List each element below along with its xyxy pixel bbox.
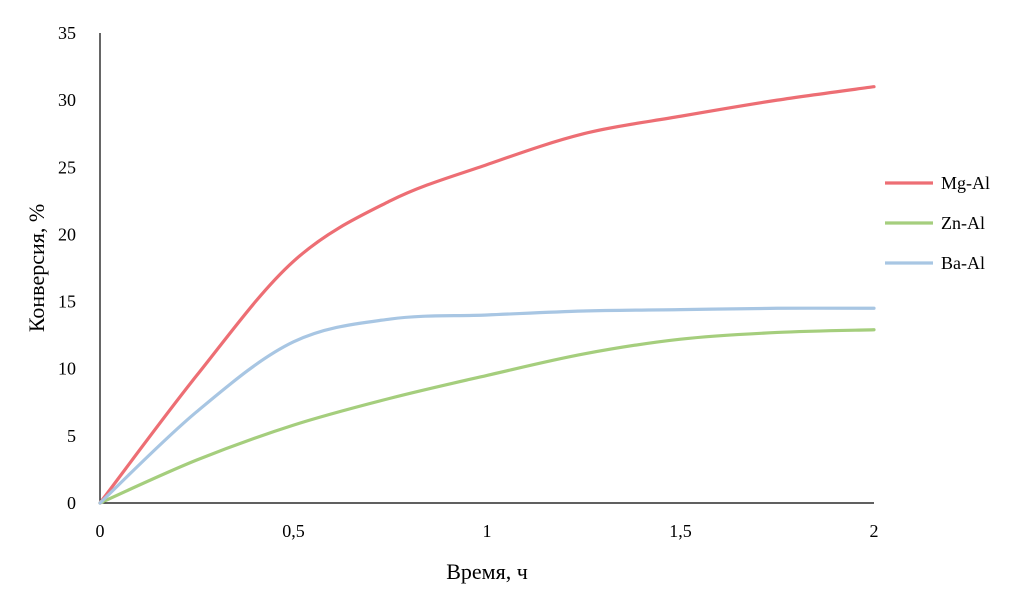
series-line-ba-al: [98, 306, 876, 505]
y-axis-title: Конверсия, %: [24, 204, 49, 332]
legend: Mg-Al Zn-Al Ba-Al: [885, 173, 990, 273]
x-tick-label: 2: [870, 521, 879, 541]
legend-item-ba-al: Ba-Al: [885, 253, 985, 273]
x-tick-label: 0: [96, 521, 105, 541]
series-line-mg-al: [98, 85, 876, 505]
y-tick-label: 20: [58, 224, 76, 244]
axes: [99, 33, 874, 504]
x-axis-title: Время, ч: [446, 559, 528, 584]
tick-labels: 0 5 10 15 20 25 30 35 0 0,5 1 1,5 2: [58, 23, 879, 541]
legend-label: Zn-Al: [941, 213, 985, 233]
x-tick-label: 1: [483, 521, 492, 541]
legend-label: Ba-Al: [941, 253, 985, 273]
y-tick-label: 10: [58, 359, 76, 379]
legend-item-zn-al: Zn-Al: [885, 213, 985, 233]
legend-label: Mg-Al: [941, 173, 990, 193]
series-lines: [98, 85, 876, 505]
legend-item-mg-al: Mg-Al: [885, 173, 990, 193]
x-tick-label: 0,5: [282, 521, 305, 541]
y-tick-label: 25: [58, 157, 76, 177]
y-tick-label: 15: [58, 292, 76, 312]
y-tick-label: 30: [58, 90, 76, 110]
y-tick-label: 5: [67, 426, 76, 446]
series-line-zn-al: [98, 328, 876, 505]
y-tick-label: 0: [67, 493, 76, 513]
x-tick-label: 1,5: [669, 521, 692, 541]
y-tick-label: 35: [58, 23, 76, 43]
